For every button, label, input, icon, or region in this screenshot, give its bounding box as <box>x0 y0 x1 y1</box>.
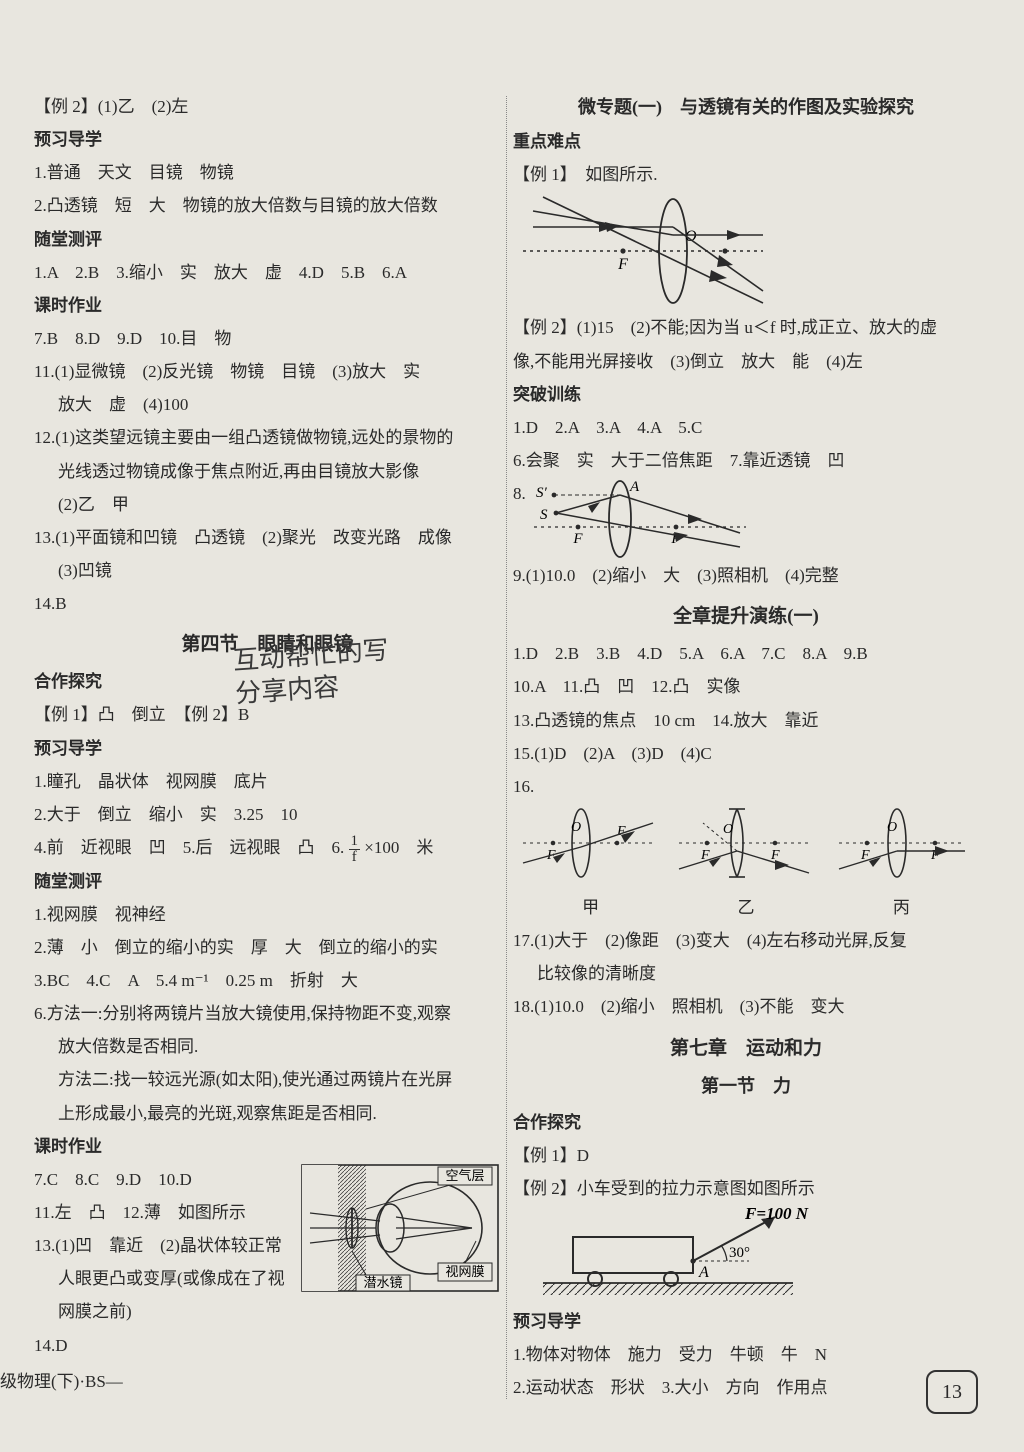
svg-text:O: O <box>887 820 897 835</box>
heading-keypoints: 重点难点 <box>513 125 979 158</box>
label-yi: 乙 <box>737 891 754 924</box>
lens2-svg-icon: F F S′ S A <box>530 477 750 559</box>
right-column: 微专题(一) 与透镜有关的作图及实验探究 重点难点 【例 1】 如图所示. F … <box>507 90 985 1405</box>
text-line: 11.(1)显微镜 (2)反光镜 物镜 目镜 (3)放大 实 <box>34 355 500 388</box>
heading-breakthrough: 突破训练 <box>513 378 979 411</box>
text-span: 4.前 近视眼 凹 5.后 远视眼 凸 6. <box>34 838 344 857</box>
heading-quiz: 随堂测评 <box>34 223 500 256</box>
heading-homework: 课时作业 <box>34 289 500 322</box>
text-line: 18.(1)10.0 (2)缩小 照相机 (3)不能 变大 <box>513 990 979 1023</box>
text-line: 放大倍数是否相同. <box>34 1030 500 1063</box>
svg-text:O: O <box>723 822 733 837</box>
cart-svg-icon: A 30° F=100 N <box>513 1205 813 1305</box>
left-column: 【例 2】(1)乙 (2)左 预习导学 1.普通 天文 目镜 物镜 2.凸透镜 … <box>28 90 506 1405</box>
chapter-up-title: 全章提升演练(一) <box>513 598 979 635</box>
heading-quiz: 随堂测评 <box>34 865 500 898</box>
text-line: 【例 2】小车受到的拉力示意图如图所示 <box>513 1172 979 1205</box>
lens-diagram-2: 8. F F S′ S A <box>513 477 979 559</box>
label-F: F <box>572 531 583 547</box>
page-number: 13 <box>926 1370 978 1414</box>
text-line: 16. <box>513 770 979 803</box>
text-line: 1.D 2.A 3.A 4.A 5.C <box>513 411 979 444</box>
three-lens-svg-icon: O F F O F F <box>513 803 973 889</box>
svg-text:O: O <box>571 820 581 835</box>
text-line: 2.凸透镜 短 大 物镜的放大倍数与目镜的放大倍数 <box>34 189 500 222</box>
text-span: ×100 米 <box>364 838 433 857</box>
text-line: 6.会聚 实 大于二倍焦距 7.靠近透镜 凹 <box>513 444 979 477</box>
label-retina: 视网膜 <box>445 1264 484 1279</box>
section-4-title: 第四节 眼睛和眼镜 <box>34 626 500 663</box>
text-line: 14.B <box>34 587 500 620</box>
text-line: 1.瞳孔 晶状体 视网膜 底片 <box>34 765 500 798</box>
label-F: F <box>617 256 628 273</box>
label-jia: 甲 <box>582 891 599 924</box>
label-A: A <box>629 479 640 495</box>
section-1-title: 第一节 力 <box>513 1069 979 1104</box>
text-line: 6.方法一:分别将两镜片当放大镜使用,保持物距不变,观察 <box>34 997 500 1030</box>
footer-text: 级物理(下)·BS— <box>0 1365 123 1398</box>
heading-coop: 合作探究 <box>513 1106 979 1139</box>
text-line: 9.(1)10.0 (2)缩小 大 (3)照相机 (4)完整 <box>513 559 979 592</box>
text-line: 10.A 11.凸 凹 12.凸 实像 <box>513 670 979 703</box>
text-line: 7.B 8.D 9.D 10.目 物 <box>34 322 500 355</box>
label-bing: 丙 <box>893 891 910 924</box>
label-S: S <box>540 507 548 523</box>
heading-homework: 课时作业 <box>34 1130 500 1163</box>
text-line: 光线透过物镜成像于焦点附近,再由目镜放大影像 <box>34 455 500 488</box>
text-line: (3)凹镜 <box>34 554 500 587</box>
text-line: 上形成最小,最亮的光斑,观察焦距是否相同. <box>34 1097 500 1130</box>
cart-diagram: A 30° F=100 N <box>513 1205 979 1305</box>
fraction-icon: 1 f <box>349 834 361 865</box>
text-line: 【例 1】 如图所示. <box>513 158 979 191</box>
text-line: 13.凸透镜的焦点 10 cm 14.放大 靠近 <box>513 704 979 737</box>
text-line: 像,不能用光屏接收 (3)倒立 放大 能 (4)左 <box>513 345 979 378</box>
label-force: F=100 N <box>744 1205 809 1223</box>
text-line: 【例 2】(1)乙 (2)左 <box>34 90 500 123</box>
chapter-7-title: 第七章 运动和力 <box>513 1030 979 1067</box>
lens-diagram-1: F O <box>513 191 979 311</box>
heading-preview: 预习导学 <box>34 732 500 765</box>
text-line: 放大 虚 (4)100 <box>34 388 500 421</box>
eye-diagram: 空气层 视网膜 潜水镜 <box>300 1163 500 1293</box>
heading-coop: 合作探究 <box>34 665 500 698</box>
text-line: 【例 1】D <box>513 1139 979 1172</box>
text-line: 3.BC 4.C A 5.4 m⁻¹ 0.25 m 折射 大 <box>34 964 500 997</box>
text-line: 2.运动状态 形状 3.大小 方向 作用点 <box>513 1371 979 1404</box>
text-line: 13.(1)平面镜和凹镜 凸透镜 (2)聚光 改变光路 成像 <box>34 521 500 554</box>
text-line: 【例 2】(1)15 (2)不能;因为当 u＜f 时,成正立、放大的虚 <box>513 311 979 344</box>
micro-topic-title: 微专题(一) 与透镜有关的作图及实验探究 <box>513 90 979 125</box>
eye-svg-icon: 空气层 视网膜 潜水镜 <box>300 1163 500 1293</box>
text-line: 1.物体对物体 施力 受力 牛顿 牛 N <box>513 1338 979 1371</box>
text-line: 比较像的清晰度 <box>513 957 979 990</box>
label-S-prime: S′ <box>536 485 548 501</box>
three-lens-diagram: O F F O F F <box>513 803 979 924</box>
text-line: 2.大于 倒立 缩小 实 3.25 10 <box>34 798 500 831</box>
label-goggle: 潜水镜 <box>363 1275 402 1290</box>
text-line: 1.A 2.B 3.缩小 实 放大 虚 4.D 5.B 6.A <box>34 256 500 289</box>
label-angle: 30° <box>729 1245 750 1261</box>
text-line: 12.(1)这类望远镜主要由一组凸透镜做物镜,远处的景物的 <box>34 421 500 454</box>
text-line: (2)乙 甲 <box>34 488 500 521</box>
text-line: 网膜之前) <box>34 1295 500 1328</box>
text-line: 【例 1】凸 倒立 【例 2】B <box>34 698 500 731</box>
text-line: 4.前 近视眼 凹 5.后 远视眼 凸 6. 1 f ×100 米 <box>34 831 500 865</box>
text-line: 1.视网膜 视神经 <box>34 898 500 931</box>
text-line: 15.(1)D (2)A (3)D (4)C <box>513 737 979 770</box>
lens1-svg-icon: F O <box>513 191 773 311</box>
heading-preview: 预习导学 <box>513 1305 979 1338</box>
heading-preview: 预习导学 <box>34 123 500 156</box>
text-line: 1.普通 天文 目镜 物镜 <box>34 156 500 189</box>
text-span: 8. <box>513 477 530 510</box>
text-line: 17.(1)大于 (2)像距 (3)变大 (4)左右移动光屏,反复 <box>513 924 979 957</box>
page-body: 【例 2】(1)乙 (2)左 预习导学 1.普通 天文 目镜 物镜 2.凸透镜 … <box>0 0 1024 1405</box>
text-line: 2.薄 小 倒立的缩小的实 厚 大 倒立的缩小的实 <box>34 931 500 964</box>
label-air: 空气层 <box>445 1168 484 1183</box>
fraction-numerator: 1 <box>349 834 361 850</box>
fraction-denominator: f <box>349 850 361 865</box>
text-line: 1.D 2.B 3.B 4.D 5.A 6.A 7.C 8.A 9.B <box>513 637 979 670</box>
label-A: A <box>698 1264 709 1281</box>
text-line: 方法二:找一较远光源(如太阳),使光通过两镜片在光屏 <box>34 1063 500 1096</box>
text-line: 14.D <box>34 1329 500 1362</box>
